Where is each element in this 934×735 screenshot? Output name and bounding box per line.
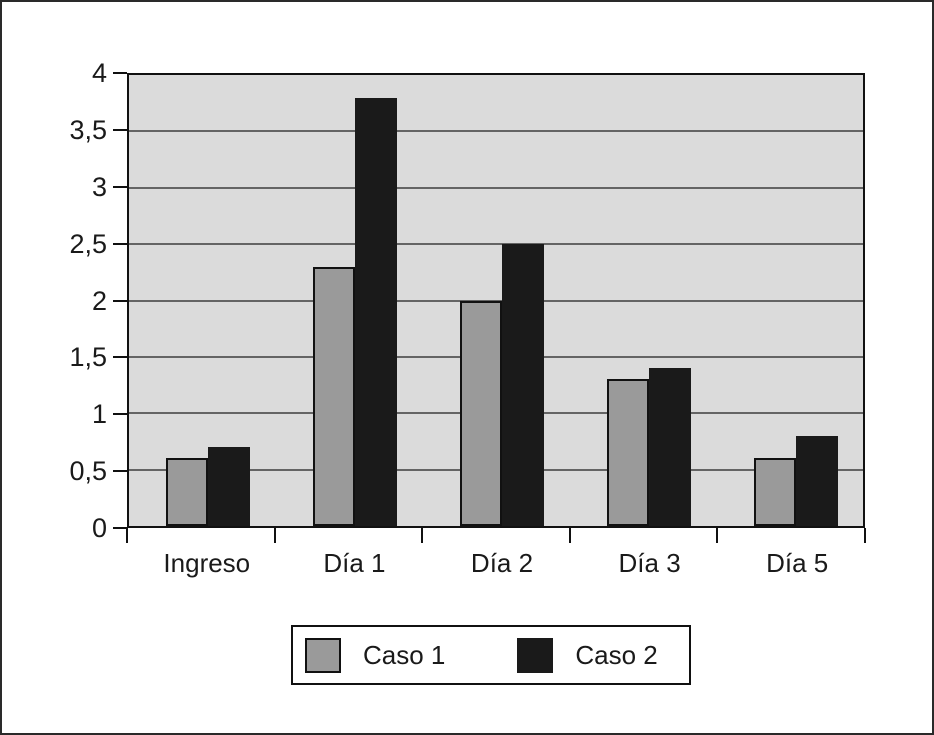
x-tick-0 [126,528,128,543]
plot-area [127,73,865,528]
gridline-2-5 [129,243,863,246]
bar-caso-2-dia-1 [355,97,398,526]
x-tick-label-dia-1: Día 1 [323,548,386,578]
x-tick-4 [716,528,719,543]
y-tick-label-1: 1 [91,399,107,430]
y-tick-label-0-5: 0,5 [69,456,107,487]
y-tick-label-3: 3 [91,171,107,202]
y-tick-1 [113,413,127,416]
legend-label-caso-2: Caso 2 [575,639,658,670]
y-tick-2 [113,299,127,302]
y-tick-label-3-5: 3,5 [69,114,107,145]
legend-swatch-caso-2 [517,637,554,673]
bar-caso-1-dia-3 [606,379,649,526]
x-tick-label-dia-2: Día 2 [470,548,534,578]
legend: Caso 1 Caso 2 [291,625,691,685]
y-tick-label-4: 4 [91,58,107,88]
y-tick-2-5 [113,242,127,245]
y-tick-label-2: 2 [91,285,107,316]
bar-caso-1-dia-1 [313,266,356,526]
gridline-3-5 [129,130,863,133]
y-tick-4 [113,72,127,74]
x-tick-label-dia-3: Día 3 [618,548,681,578]
legend-swatch-caso-1 [305,637,341,673]
y-tick-0 [113,527,127,529]
x-tick-label-ingreso: Ingreso [163,548,251,578]
y-tick-0-5 [113,470,127,473]
x-tick-label-dia-5: Día 5 [766,548,829,578]
bar-caso-2-dia-2 [502,244,544,526]
x-tick-5 [864,528,866,543]
bar-caso-2-dia-5 [795,435,838,526]
y-tick-3 [113,185,127,188]
bar-caso-2-ingreso [208,447,251,526]
y-tick-label-2-5: 2,5 [69,228,107,259]
y-tick-label-0: 0 [91,513,107,543]
y-tick-1-5 [113,356,127,359]
bar-caso-1-dia-2 [460,300,502,526]
gridline-3 [129,186,863,189]
x-tick-3 [568,528,571,543]
y-tick-label-1-5: 1,5 [69,342,107,373]
legend-label-caso-1: Caso 1 [363,639,446,670]
bar-caso-2-dia-3 [648,368,691,526]
bar-caso-1-ingreso [166,458,209,526]
bar-caso-1-dia-5 [753,458,796,526]
x-tick-1 [273,528,276,543]
x-tick-2 [421,528,424,543]
y-tick-3-5 [113,128,127,131]
